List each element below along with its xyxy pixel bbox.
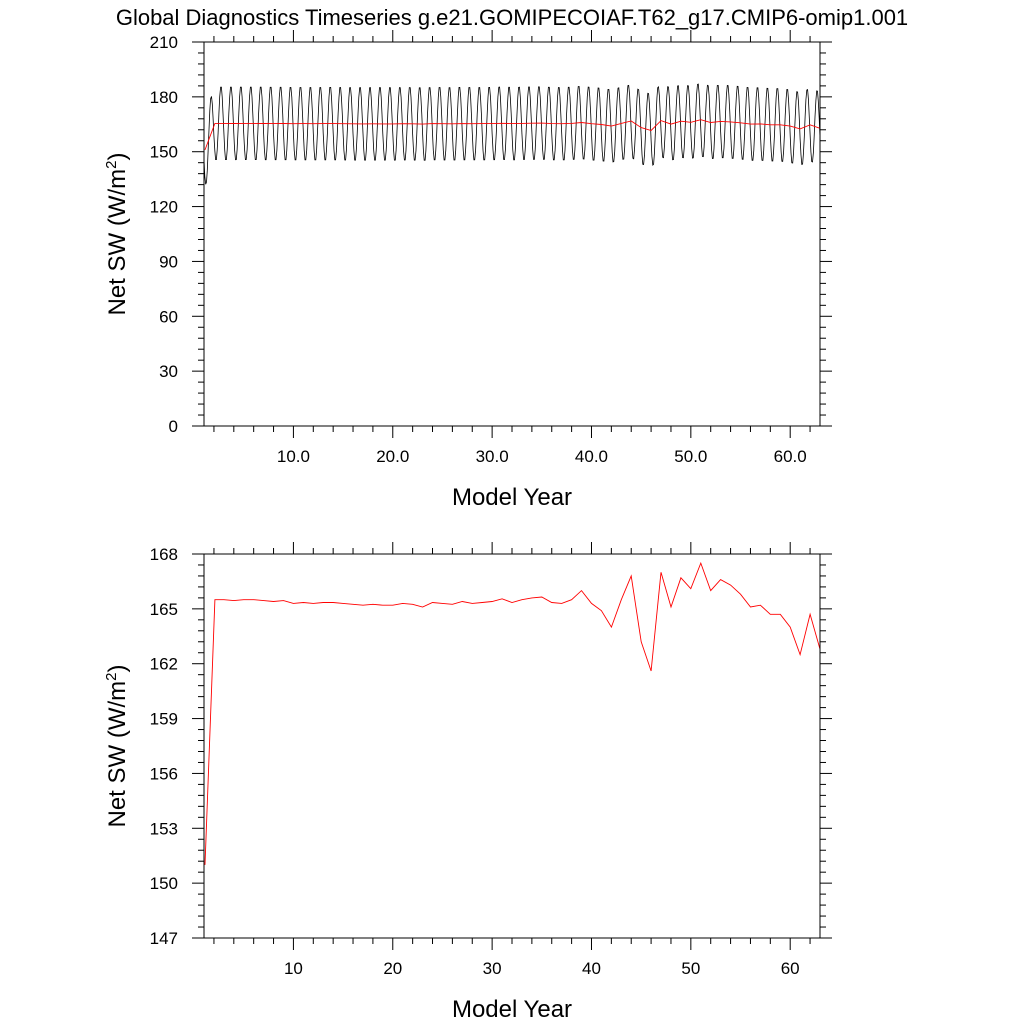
bottom-y-tick-label: 168 — [150, 545, 178, 564]
bottom-x-axis-label: Model Year — [452, 996, 572, 1023]
annual-net-sw-line — [204, 119, 821, 151]
top-x-tick-label: 20.0 — [376, 447, 409, 466]
top-ticks: 0 30 60 90 120 150 180 210 10.0 20.0 30.0 40.0 50.0 6… — [150, 30, 832, 466]
top-y-tick-label: 30 — [159, 362, 178, 381]
bottom-panel: 147 150 153 156 159 162 165 168 10 20 30 40 50 60 Net… — [103, 542, 832, 1023]
top-y-tick-label: 150 — [150, 143, 178, 162]
bottom-y-tick-label: 147 — [150, 929, 178, 948]
top-y-tick-label: 90 — [159, 252, 178, 271]
top-plot-frame — [203, 41, 821, 427]
monthly-net-sw-line — [203, 83, 821, 185]
bottom-x-tick-label: 50 — [681, 959, 700, 978]
bottom-x-tick-label: 60 — [781, 959, 800, 978]
top-x-tick-label: 30.0 — [476, 447, 509, 466]
top-y-tick-label: 180 — [150, 88, 178, 107]
bottom-series-annual — [204, 561, 821, 865]
bottom-y-axis-label: Net SW (W/m2) — [103, 665, 131, 828]
top-y-tick-label: 60 — [159, 307, 178, 326]
top-y-tick-label: 120 — [150, 198, 178, 217]
top-x-tick-label: 60.0 — [774, 447, 807, 466]
chart-title: Global Diagnostics Timeseries g.e21.GOMI… — [116, 5, 908, 30]
top-y-axis-label: Net SW (W/m2) — [103, 153, 131, 316]
top-panel: 0 30 60 90 120 150 180 210 10.0 20.0 30.0 40.0 50.0 6… — [103, 30, 832, 511]
bottom-x-tick-label: 30 — [483, 959, 502, 978]
bottom-x-tick-label: 20 — [383, 959, 402, 978]
bottom-y-tick-label: 150 — [150, 874, 178, 893]
top-x-tick-label: 10.0 — [277, 447, 310, 466]
top-x-tick-label: 50.0 — [674, 447, 707, 466]
bottom-y-tick-label: 165 — [150, 600, 178, 619]
bottom-y-tick-label: 153 — [150, 819, 178, 838]
bottom-plot-frame — [203, 553, 821, 939]
bottom-ticks: 147 150 153 156 159 162 165 168 10 20 30 40 50 60 — [150, 542, 832, 978]
bottom-x-tick-label: 10 — [284, 959, 303, 978]
bottom-y-tick-label: 159 — [150, 710, 178, 729]
top-y-tick-label: 210 — [150, 33, 178, 52]
bottom-x-tick-label: 40 — [582, 959, 601, 978]
annual-net-sw-line — [204, 561, 821, 865]
top-series-annual — [204, 119, 821, 151]
top-x-tick-label: 40.0 — [575, 447, 608, 466]
bottom-y-tick-label: 162 — [150, 655, 178, 674]
top-y-tick-label: 0 — [169, 417, 178, 436]
top-series-monthly — [203, 83, 821, 185]
bottom-y-tick-label: 156 — [150, 764, 178, 783]
top-x-axis-label: Model Year — [452, 484, 572, 511]
